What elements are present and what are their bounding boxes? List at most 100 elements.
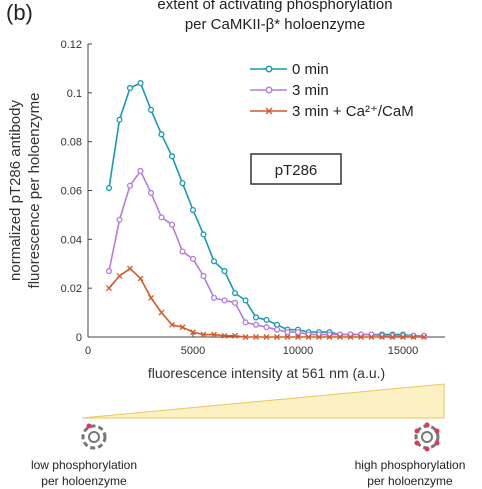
data-point xyxy=(168,153,176,160)
data-point xyxy=(252,314,260,321)
data-point xyxy=(148,294,154,301)
x-tick-label: 15000 xyxy=(388,345,419,357)
annotation-badge: pT286 xyxy=(250,153,342,185)
data-point xyxy=(169,321,175,328)
y-tick-label: 0.1 xyxy=(67,88,82,100)
series-layer xyxy=(105,80,428,340)
legend-item-1: 3 min xyxy=(250,82,329,99)
y-axis-label-line-2: fluorescence per holoenzyme xyxy=(26,93,43,289)
data-point xyxy=(200,331,207,338)
data-point xyxy=(189,206,197,214)
chart-title-line-2: per CaMKII-β* holoenzyme xyxy=(184,16,366,33)
caption-high-line-2: per holoenzyme xyxy=(367,474,453,488)
holoenzyme-high-phosphorylation-icon xyxy=(414,422,440,452)
data-point xyxy=(400,334,406,340)
legend-label: 3 min + Ca²⁺/CaM xyxy=(292,103,414,120)
y-tick-label: 0.02 xyxy=(61,283,82,295)
data-point xyxy=(221,297,228,304)
data-point xyxy=(231,299,239,306)
data-point xyxy=(116,216,123,223)
data-point xyxy=(158,309,165,316)
data-point xyxy=(158,131,165,138)
annotation-box xyxy=(250,153,342,185)
data-point xyxy=(189,255,197,262)
caption-high-phosphorylation: high phosphorylation per holoenzyme xyxy=(330,457,482,489)
chart-title-line-1: extent of activating phosphorylation xyxy=(157,0,393,13)
data-point xyxy=(316,334,322,340)
data-point xyxy=(137,167,144,175)
data-point xyxy=(295,334,301,340)
data-point xyxy=(221,268,228,275)
legend-item-0: 0 min xyxy=(250,61,329,78)
data-point xyxy=(179,324,186,331)
holoenzyme-low-phosphorylation-icon xyxy=(81,423,107,450)
x-tick-label: 5000 xyxy=(181,345,205,357)
data-point xyxy=(158,214,165,221)
y-axis-label-line-1: normalized pT286 antibody xyxy=(7,100,24,281)
series-line xyxy=(108,169,424,337)
legend-label: 0 min xyxy=(292,61,329,78)
data-point xyxy=(211,331,217,338)
data-point xyxy=(326,334,333,340)
annotation-text: pT286 xyxy=(275,162,318,179)
data-point xyxy=(179,180,186,187)
series-line xyxy=(108,82,424,337)
caption-low-phosphorylation: low phosphorylation per holoenzyme xyxy=(4,457,164,489)
data-point xyxy=(242,334,249,340)
data-point xyxy=(147,106,155,113)
data-point xyxy=(126,84,134,91)
data-point xyxy=(305,334,312,340)
y-tick-label: 0.08 xyxy=(61,137,82,149)
axis-ticks: 0 0.02 0.04 0.06 0.08 0.1 0.12 0 5000 10000 15000 xyxy=(61,39,419,357)
data-point xyxy=(379,334,385,340)
x-axis-label: fluorescence intensity at 561 nm (a.u.) xyxy=(148,365,385,381)
data-point xyxy=(116,116,123,123)
data-point xyxy=(105,185,113,192)
data-point xyxy=(137,275,144,282)
data-point xyxy=(253,334,259,340)
data-point xyxy=(263,324,270,331)
data-point xyxy=(200,272,207,280)
data-point xyxy=(273,321,281,328)
data-point xyxy=(200,231,207,238)
data-point xyxy=(116,272,123,279)
data-point xyxy=(273,326,281,333)
data-point xyxy=(284,329,291,336)
data-point xyxy=(263,334,270,340)
data-point xyxy=(147,189,155,196)
panel-label: (b) xyxy=(6,0,33,25)
data-point xyxy=(190,329,196,336)
data-point xyxy=(294,329,302,336)
data-point xyxy=(210,294,218,301)
x-tick-label: 10000 xyxy=(283,345,314,357)
caption-low-line-2: per holoenzyme xyxy=(41,474,127,488)
caption-low-line-1: low phosphorylation xyxy=(30,458,138,472)
data-point xyxy=(105,268,113,275)
legend-item-2: 3 min + Ca²⁺/CaM xyxy=(250,103,414,120)
data-point xyxy=(389,334,396,340)
series-2 xyxy=(106,265,427,340)
caption-high-line-1: high phosphorylation xyxy=(354,458,466,472)
data-point xyxy=(137,80,144,87)
legend: 0 min 3 min 3 min + Ca²⁺/CaM xyxy=(250,61,414,120)
data-point xyxy=(106,285,112,292)
data-point xyxy=(252,321,260,328)
data-point xyxy=(210,258,218,265)
y-tick-label: 0.12 xyxy=(61,39,82,51)
data-point xyxy=(284,334,291,340)
data-point xyxy=(410,334,417,340)
data-point xyxy=(221,332,228,339)
data-point xyxy=(368,334,375,340)
y-tick-label: 0.06 xyxy=(61,186,82,198)
data-point xyxy=(274,334,280,340)
data-point xyxy=(168,221,176,228)
data-point xyxy=(347,334,354,340)
data-point xyxy=(263,316,270,323)
data-point xyxy=(337,334,343,340)
data-point xyxy=(232,332,238,339)
phosphorylation-gradient-wedge xyxy=(81,383,445,419)
data-point xyxy=(421,334,427,340)
data-point xyxy=(242,297,249,304)
data-point xyxy=(242,319,249,326)
